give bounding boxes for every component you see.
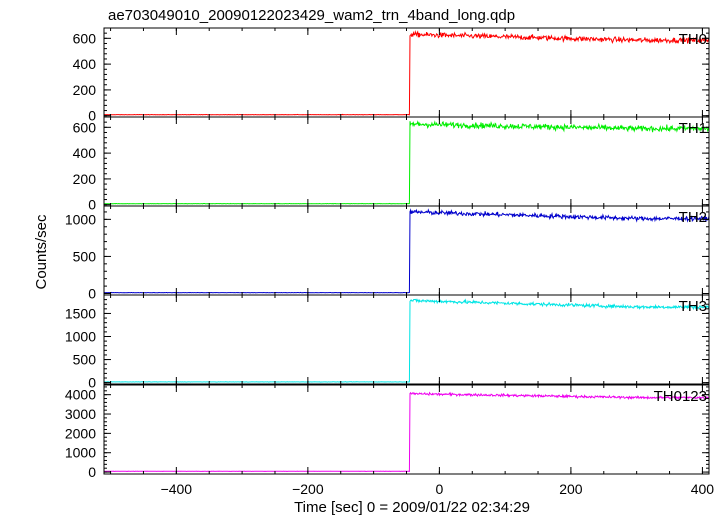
y-tick-label: 2000 [65, 425, 96, 441]
y-tick-label: 500 [73, 248, 97, 264]
y-tick-label: 0 [88, 375, 96, 391]
y-tick-label: 200 [73, 82, 97, 98]
y-tick-label: 0 [88, 286, 96, 302]
series-line-th0123 [104, 391, 709, 473]
y-tick-label: 400 [73, 145, 97, 161]
panel-label-th2: TH2 [679, 209, 707, 226]
y-tick-label: 3000 [65, 406, 96, 422]
series-line-th3 [104, 298, 709, 383]
panel-th1: 0 200 400 600 TH1 [73, 116, 710, 213]
y-tick-label: 1500 [65, 305, 96, 321]
series-line-th0 [104, 29, 709, 116]
x-axis-label: Time [sec] 0 = 2009/01/22 02:34:29 [294, 499, 530, 516]
y-tick-label: 400 [73, 56, 97, 72]
panel-frame [103, 205, 710, 296]
y-tick-label: 500 [73, 352, 97, 368]
panel-th0123: 0 1000 2000 3000 4000 TH0123 [65, 384, 710, 480]
y-tick-label: 200 [73, 171, 97, 187]
y-tick-label: 1000 [65, 211, 96, 227]
panel-frame [103, 116, 710, 207]
panel-frame [103, 384, 710, 475]
y-tick-label: 600 [73, 30, 97, 46]
y-tick-label: 0 [88, 464, 96, 480]
panel-label-th3: TH3 [679, 298, 707, 315]
y-tick-label: 0 [88, 108, 96, 124]
panel-th2: 0 500 1000 TH2 [65, 205, 710, 302]
y-tick-label: 600 [73, 119, 97, 135]
panel-label-th0: TH0 [679, 31, 707, 48]
y-tick-label: 0 [88, 197, 96, 213]
panel-frame [103, 294, 710, 385]
y-tick-label: 1000 [65, 329, 96, 345]
panel-th0: 0 200 400 600 TH0 [73, 27, 710, 124]
x-tick-label: −400 [161, 481, 193, 497]
panel-label-th1: TH1 [679, 120, 707, 137]
x-tick-label: 200 [559, 481, 583, 497]
panel-th3: 0 500 1000 1500 TH3 [65, 294, 710, 391]
series-line-th1 [104, 120, 709, 205]
x-tick-label: −200 [292, 481, 324, 497]
chart-title: ae703049010_20090122023429_wam2_trn_4ban… [108, 7, 515, 24]
panels-group: 0 200 400 600 TH0 0 200 400 600 TH1 0 500 1000 TH2 0 50… [65, 27, 715, 497]
y-tick-label: 4000 [65, 387, 96, 403]
panel-frame [103, 27, 710, 118]
y-axis-label: Counts/sec [33, 214, 50, 290]
series-line-th2 [104, 208, 709, 294]
panel-label-th0123: TH0123 [654, 388, 707, 405]
x-tick-label: 400 [691, 481, 715, 497]
x-tick-label: 0 [435, 481, 443, 497]
y-tick-label: 1000 [65, 445, 96, 461]
